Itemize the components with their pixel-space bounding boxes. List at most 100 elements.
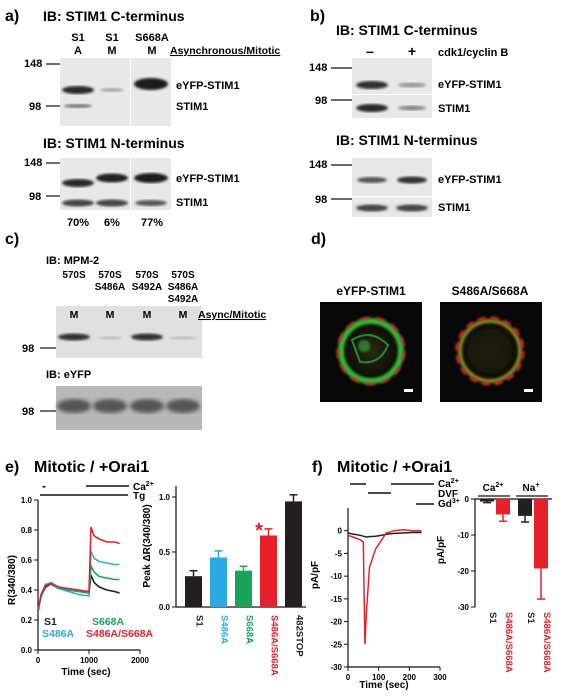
blot-c-top: [56, 306, 202, 358]
f-bar-category-4: S486A/S668A: [541, 612, 552, 673]
f-bar-category-1: S1: [487, 612, 498, 624]
group-label-ca: Ca2+: [483, 482, 504, 494]
bar-e-star: *: [255, 520, 263, 542]
band-b-lane1-upper: [356, 81, 388, 89]
panel-c-letter: c): [5, 231, 19, 248]
e-trace-series-3: [37, 563, 120, 612]
f-bar-category-2: S486A/S668A: [503, 612, 514, 673]
e-bar-ytick-label: 0.0: [159, 603, 171, 612]
percent-1: 70%: [67, 217, 89, 229]
band-b-lane2-lower: [398, 105, 426, 111]
panel-b-bottom-title: IB: STIM1 N-terminus: [336, 132, 478, 148]
f-bar-2: [496, 499, 510, 515]
band-b-b-lane2-lower: [396, 204, 428, 212]
percent-2: 6%: [104, 217, 120, 229]
band-c-b-lane1: [57, 399, 91, 413]
legend-s486a-s668a: S486A/S668A: [86, 628, 154, 640]
band-label-eyfp-b-bottom: eYFP-STIM1: [438, 174, 502, 186]
mw-a-top-148: 148: [24, 58, 42, 70]
e-bar-category-1: S1: [194, 615, 205, 627]
tg-label-e: Tg: [133, 491, 145, 502]
e-trace-series-2: [37, 550, 120, 612]
panel-e: e) Mitotic / +Orai1 - Ca2+ Tg 0.0 0.2 0.4 0…: [5, 459, 306, 678]
mw-c-98-bottom: 98: [22, 406, 34, 418]
mw-a-bottom-98: 98: [29, 191, 41, 203]
band-label-stim1-b-top: STIM1: [438, 103, 470, 115]
lane-c2-l2: S486A: [95, 282, 126, 293]
band-b-lane1-lower: [356, 104, 388, 112]
treatment-label: cdk1/cyclin B: [438, 47, 508, 59]
dvf-label-f: DVF: [438, 489, 458, 500]
lane-c4-l2: S486A: [168, 282, 199, 293]
band-c-lane4: [169, 336, 197, 340]
f-trace-ytick-label: 0: [338, 527, 343, 536]
e-bar-3: [235, 570, 252, 607]
col-header-3-line1: S668A: [135, 32, 169, 44]
band-c-b-lane3: [130, 399, 164, 413]
micro-label-1: eYFP-STIM1: [336, 284, 406, 298]
e-bar-1: [185, 576, 202, 607]
e-bar-category-4: S486A/S668A: [269, 615, 280, 676]
blot-b-top-2: [352, 95, 432, 118]
e-trace-xtick-label: 2000: [131, 656, 149, 665]
band-label-stim1-b-bottom: STIM1: [438, 202, 470, 214]
panel-c-bottom-title: IB: eYFP: [46, 369, 91, 381]
trace-f-xlabel: Time (sec): [359, 680, 408, 691]
trace-f: Ca2+ DVF Gd3+ 0 -5 -10 -15 -20 -25 -30 0 100 200…: [310, 478, 460, 691]
trace-e-minus: -: [42, 479, 46, 493]
e-trace-ytick-label: 0.4: [21, 586, 33, 595]
e-bar-2: [210, 557, 227, 607]
band-label-stim1-a-bottom: STIM1: [176, 197, 208, 209]
col-header-2-line1: S1: [105, 32, 118, 44]
mw-a-top-98: 98: [29, 101, 41, 113]
f-trace-xtick-label: 300: [433, 673, 447, 682]
f-trace-series-2: [347, 529, 422, 645]
e-bar-category-3: S668A: [244, 615, 255, 644]
m-label-3: M: [143, 309, 152, 321]
band-b-b-lane2-upper: [397, 176, 427, 184]
mw-b-top-98: 98: [315, 95, 327, 107]
gd-label-f: Gd3+: [438, 498, 460, 510]
trace-e-ylabel: R(340/380): [7, 555, 18, 605]
legend-s668a: S668A: [92, 616, 125, 628]
band-b-b-lane1-lower: [356, 204, 388, 212]
legend-s1: S1: [44, 616, 57, 628]
mw-c-98: 98: [22, 343, 34, 355]
bar-chart-e: 0.0 0.5 1.0 Peak ΔR(340/380) S1 S486A S668A S…: [142, 486, 306, 676]
band-a-b-lane3-upper: [134, 173, 168, 183]
panel-b-letter: b): [310, 8, 325, 25]
mw-b-bottom-98: 98: [315, 194, 327, 206]
panel-c: c) IB: MPM-2 570S 570S S486A 570S S492A …: [5, 231, 266, 430]
band-c-lane3: [131, 333, 163, 341]
e-trace-ytick-label: 0.6: [21, 556, 33, 565]
band-c-b-lane2: [93, 399, 127, 413]
e-trace-series-4: [37, 526, 120, 612]
sign-plus: +: [408, 43, 416, 59]
micro-label-2: S486A/S668A: [452, 284, 529, 298]
panel-d-letter: d): [311, 231, 326, 248]
e-bar-ytick-label: 1.0: [159, 493, 171, 502]
group-label-na: Na+: [523, 482, 540, 494]
panel-b-top-title: IB: STIM1 C-terminus: [336, 22, 478, 38]
band-a-lane1-upper: [62, 86, 94, 94]
f-bar-category-3: S1: [525, 612, 536, 624]
bar-f-ylabel: pA/pF: [436, 536, 447, 564]
ca-label-e: Ca2+: [133, 481, 154, 493]
e-bar-ytick-label: 0.5: [159, 548, 171, 557]
band-a-b-lane1-lower: [62, 199, 94, 207]
f-bar-1: [480, 499, 494, 502]
panel-e-title: Mitotic / +Orai1: [34, 459, 149, 476]
f-trace-ytick-label: -30: [330, 663, 342, 672]
mw-b-bottom-148: 148: [309, 159, 327, 171]
e-trace-ytick-label: 0.2: [21, 616, 33, 625]
f-trace-ytick-label: -25: [330, 640, 342, 649]
panel-f-title: Mitotic / +Orai1: [337, 459, 452, 476]
band-c-lane2: [98, 336, 122, 340]
panel-b: b) IB: STIM1 C-terminus – + cdk1/cyclin …: [309, 8, 508, 217]
panel-c-title: IB: MPM-2: [46, 255, 99, 267]
f-trace-ytick-label: -15: [330, 595, 342, 604]
e-trace-ytick-label: 1.0: [21, 496, 33, 505]
blot-b-top-1: [352, 58, 432, 94]
m-label-4: M: [179, 309, 188, 321]
e-trace-xtick-label: 0: [36, 656, 41, 665]
